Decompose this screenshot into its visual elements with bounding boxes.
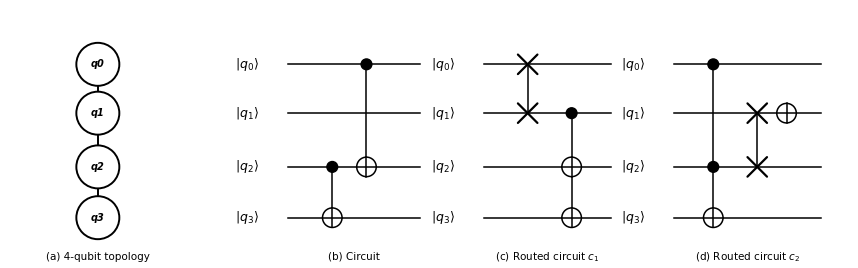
Circle shape — [708, 59, 719, 70]
Circle shape — [361, 59, 372, 70]
Text: q1: q1 — [91, 108, 105, 118]
Circle shape — [76, 146, 119, 188]
Text: $|q_0\rangle$: $|q_0\rangle$ — [431, 56, 455, 73]
Circle shape — [76, 92, 119, 135]
Text: (a) 4-qubit topology: (a) 4-qubit topology — [45, 252, 150, 262]
Text: $|q_1\rangle$: $|q_1\rangle$ — [431, 105, 455, 122]
Circle shape — [704, 208, 723, 228]
Text: $|q_0\rangle$: $|q_0\rangle$ — [621, 56, 645, 73]
Text: $|q_0\rangle$: $|q_0\rangle$ — [235, 56, 259, 73]
Circle shape — [76, 196, 119, 239]
Text: $|q_3\rangle$: $|q_3\rangle$ — [621, 209, 645, 226]
Text: (c) Routed circuit $c_1$: (c) Routed circuit $c_1$ — [495, 250, 600, 263]
Circle shape — [566, 108, 577, 118]
Text: $|q_3\rangle$: $|q_3\rangle$ — [431, 209, 455, 226]
Circle shape — [323, 208, 342, 228]
Circle shape — [562, 157, 582, 177]
Text: $|q_3\rangle$: $|q_3\rangle$ — [235, 209, 259, 226]
Text: q2: q2 — [91, 162, 105, 172]
Circle shape — [708, 162, 719, 172]
Text: q0: q0 — [91, 59, 105, 69]
Circle shape — [562, 208, 582, 228]
Circle shape — [357, 157, 377, 177]
Text: $|q_2\rangle$: $|q_2\rangle$ — [431, 158, 455, 175]
Text: $|q_2\rangle$: $|q_2\rangle$ — [235, 158, 259, 175]
Text: q3: q3 — [91, 213, 105, 223]
Text: (d) Routed circuit $c_2$: (d) Routed circuit $c_2$ — [695, 250, 801, 263]
Text: $|q_2\rangle$: $|q_2\rangle$ — [621, 158, 645, 175]
Text: (b) Circuit: (b) Circuit — [329, 252, 380, 262]
Circle shape — [776, 103, 796, 123]
Text: $|q_1\rangle$: $|q_1\rangle$ — [235, 105, 259, 122]
Text: $|q_1\rangle$: $|q_1\rangle$ — [621, 105, 645, 122]
Circle shape — [76, 43, 119, 86]
Circle shape — [327, 162, 338, 172]
